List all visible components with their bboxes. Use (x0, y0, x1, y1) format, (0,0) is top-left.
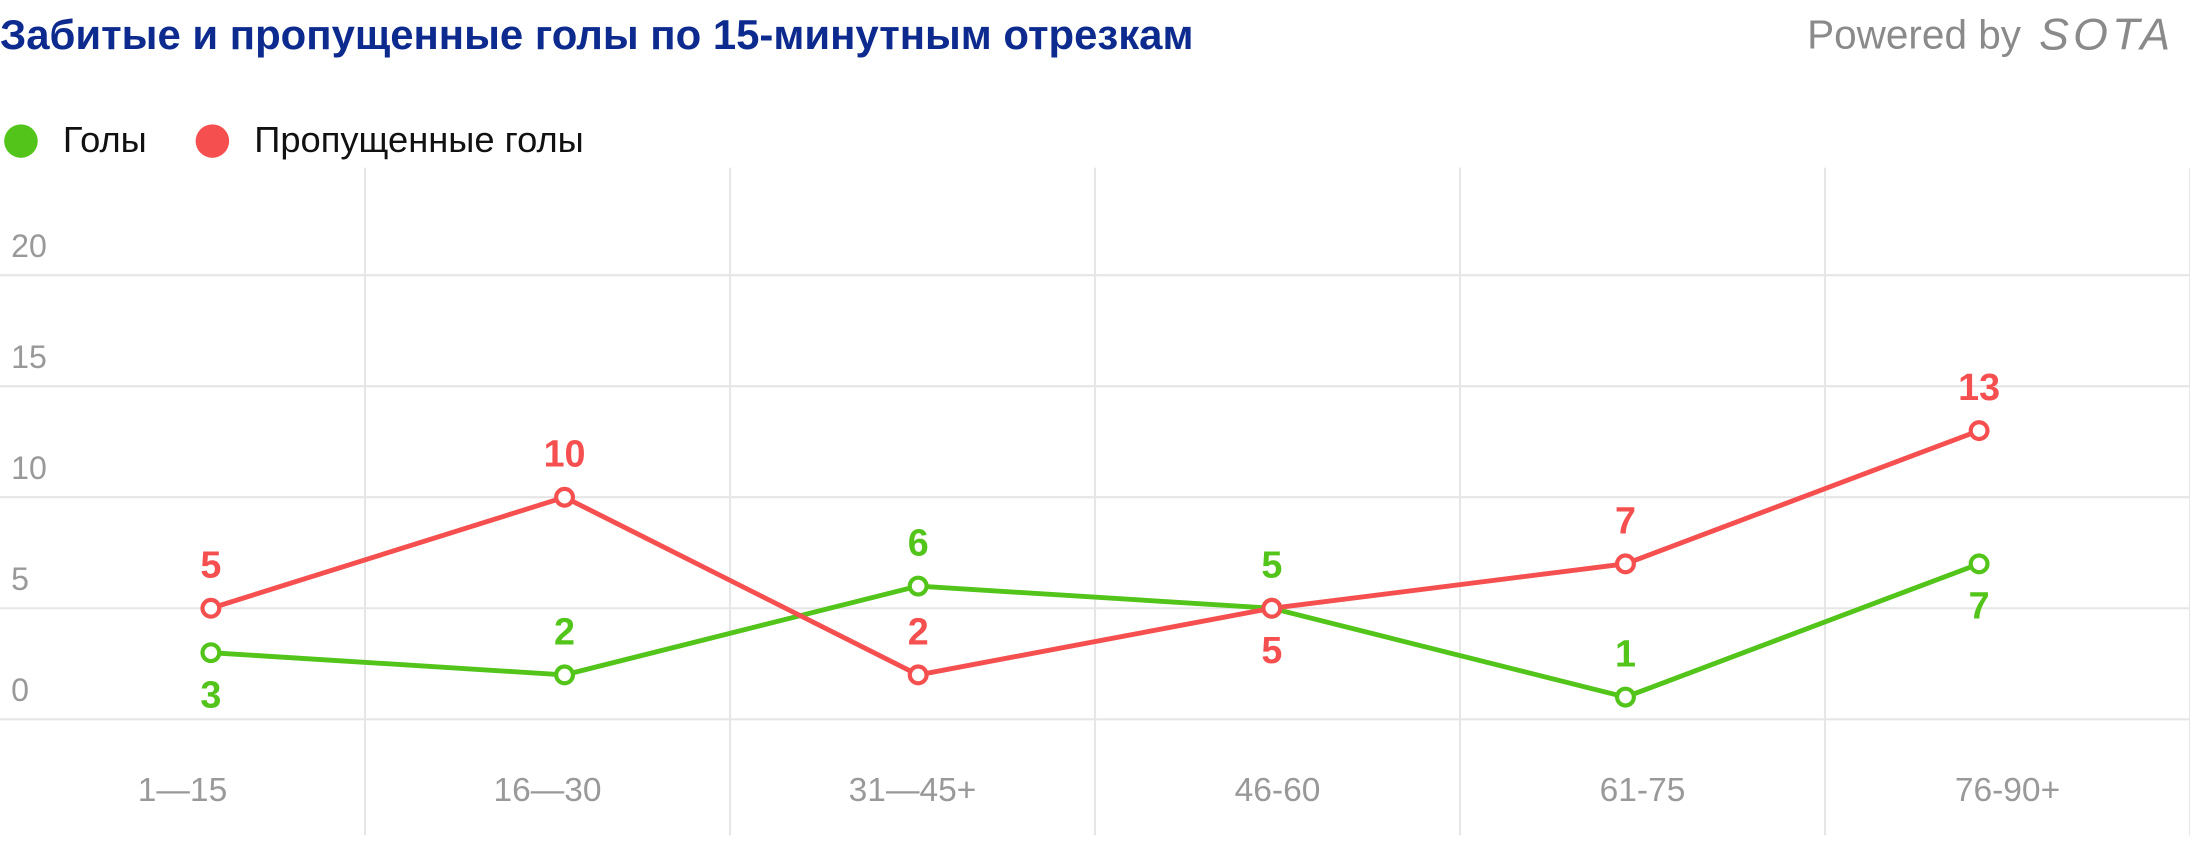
series-line (210, 428, 1980, 678)
legend-marker (195, 124, 230, 158)
data-label: 1 (1615, 633, 1636, 675)
data-label: 5 (200, 544, 221, 586)
data-label: 2 (554, 610, 575, 652)
x-tick-label: 46-60 (1235, 772, 1321, 809)
x-tick-label: 31—45+ (849, 772, 977, 809)
data-point (1968, 420, 1990, 442)
branding: Powered by (1807, 11, 2022, 57)
data-point (1261, 597, 1283, 619)
x-tick-label: 76-90+ (1955, 772, 2060, 809)
logo: SOTA (2039, 11, 2174, 60)
legend-label: Голы (63, 119, 147, 160)
legend-marker (4, 124, 38, 158)
data-label: 3 (200, 673, 221, 715)
data-label: 7 (1615, 499, 1636, 541)
y-tick-label: 0 (11, 672, 29, 708)
data-point (1968, 553, 1990, 575)
data-point (554, 486, 576, 508)
x-tick-label: 1—15 (138, 772, 227, 809)
data-point (200, 597, 222, 619)
x-tick-label: 61-75 (1600, 772, 1686, 809)
data-label: 7 (1969, 585, 1990, 627)
plot: 3 2 6 5 1 7 5 10 2 5 7 13 (200, 366, 2000, 715)
chart-title: Забитые и пропущенные голы по 15-минутны… (0, 11, 1193, 58)
data-point (907, 664, 929, 686)
data-label: 2 (908, 610, 929, 652)
legend-label: Пропущенные голы (254, 119, 583, 160)
data-label: 5 (1261, 544, 1282, 586)
y-tick-label: 10 (11, 450, 47, 486)
data-label: 6 (908, 522, 929, 564)
data-point (907, 575, 929, 597)
data-label: 10 (544, 433, 586, 475)
y-tick-label: 20 (11, 228, 47, 264)
data-point (1614, 553, 1636, 575)
x-tick-label: 16—30 (493, 772, 601, 809)
data-point (554, 664, 576, 686)
series-line (210, 561, 1980, 700)
y-tick-label: 15 (11, 339, 47, 375)
data-point (1614, 686, 1636, 708)
data-label: 13 (1958, 366, 2000, 408)
data-point (200, 642, 222, 664)
y-tick-label: 5 (11, 561, 29, 597)
data-label: 5 (1261, 629, 1282, 671)
